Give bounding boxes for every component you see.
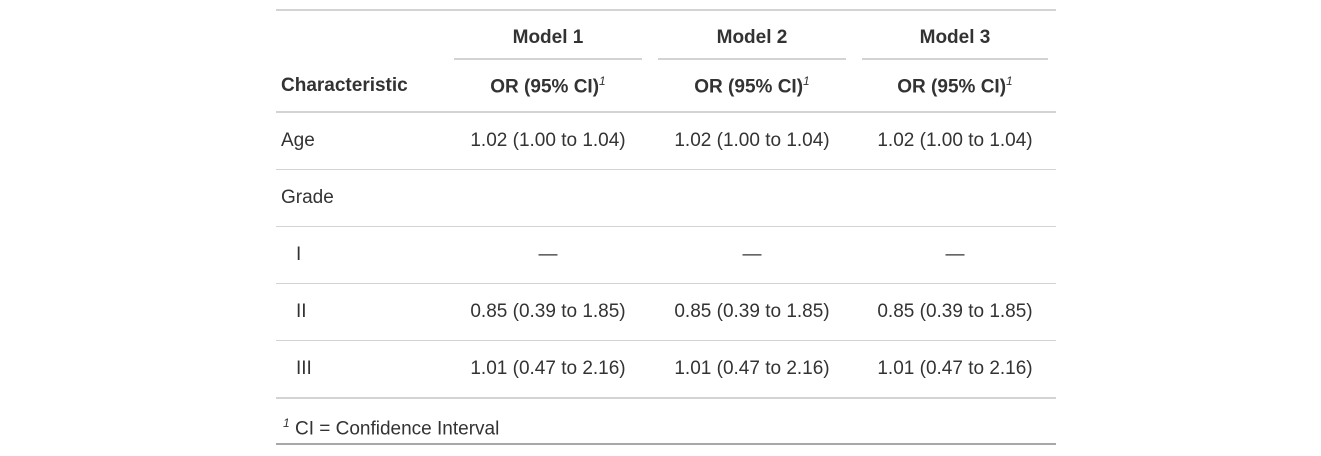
table-row: Age 1.02 (1.00 to 1.04) 1.02 (1.00 to 1.04… — [276, 112, 1056, 170]
table-row: III 1.01 (0.47 to 2.16) 1.01 (0.47 to 2.16… — [276, 340, 1056, 399]
cell: 1.02 (1.00 to 1.04) — [446, 112, 650, 170]
footnote-mark: 1 — [803, 73, 810, 88]
footnote-mark: 1 — [599, 73, 606, 88]
spanner-blank — [276, 9, 446, 61]
column-label-row: Characteristic OR (95% CI)1 OR (95% CI)1 OR… — [276, 61, 1056, 113]
column-label: OR (95% CI) — [694, 76, 804, 98]
spanner-cell: Model 3 — [854, 9, 1056, 61]
cell: 0.85 (0.39 to 1.85) — [854, 283, 1056, 341]
spanner-row: Model 1 Model 2 Model 3 — [276, 9, 1056, 61]
footnote-text: CI = Confidence Interval — [294, 418, 500, 440]
column-label-cell: OR (95% CI)1 — [854, 61, 1056, 113]
footnote: 1 CI = Confidence Interval — [276, 399, 1056, 445]
row-label: Grade — [276, 169, 446, 227]
spanner-label: Model 2 — [658, 13, 846, 60]
row-label: I — [276, 226, 446, 284]
cell: 1.02 (1.00 to 1.04) — [650, 112, 854, 170]
spanner-label: Model 3 — [862, 13, 1048, 60]
column-label-cell: OR (95% CI)1 — [446, 61, 650, 113]
column-label: OR (95% CI) — [897, 76, 1007, 98]
table-row: II 0.85 (0.39 to 1.85) 0.85 (0.39 to 1.85)… — [276, 283, 1056, 341]
spanner-cell: Model 1 — [446, 9, 650, 61]
spanner-cell: Model 2 — [650, 9, 854, 61]
row-label: II — [276, 283, 446, 341]
spanner-label: Model 1 — [454, 13, 642, 60]
cell: 1.01 (0.47 to 2.16) — [854, 340, 1056, 399]
table-row: Grade — [276, 169, 1056, 227]
cell: — — [446, 226, 650, 284]
table-row: I — — — — [276, 226, 1056, 284]
column-label: OR (95% CI) — [490, 76, 600, 98]
empty-cell — [446, 169, 650, 227]
column-label-cell: OR (95% CI)1 — [650, 61, 854, 113]
empty-cell — [650, 169, 854, 227]
table-head: Model 1 Model 2 Model 3 Characteristic OR (9… — [276, 9, 1056, 113]
table: Model 1 Model 2 Model 3 Characteristic OR (9… — [276, 9, 1056, 399]
cell: 1.02 (1.00 to 1.04) — [854, 112, 1056, 170]
empty-cell — [854, 169, 1056, 227]
cell: — — [854, 226, 1056, 284]
cell: 0.85 (0.39 to 1.85) — [650, 283, 854, 341]
table-body: Age 1.02 (1.00 to 1.04) 1.02 (1.00 to 1.04… — [276, 112, 1056, 399]
footnote-mark: 1 — [283, 416, 290, 430]
row-label: III — [276, 340, 446, 399]
stub-header: Characteristic — [276, 61, 446, 113]
footnote-mark: 1 — [1006, 73, 1013, 88]
table-container: Model 1 Model 2 Model 3 Characteristic OR (9… — [276, 9, 1056, 445]
cell: 1.01 (0.47 to 2.16) — [650, 340, 854, 399]
cell: — — [650, 226, 854, 284]
cell: 1.01 (0.47 to 2.16) — [446, 340, 650, 399]
cell: 0.85 (0.39 to 1.85) — [446, 283, 650, 341]
row-label: Age — [276, 112, 446, 170]
